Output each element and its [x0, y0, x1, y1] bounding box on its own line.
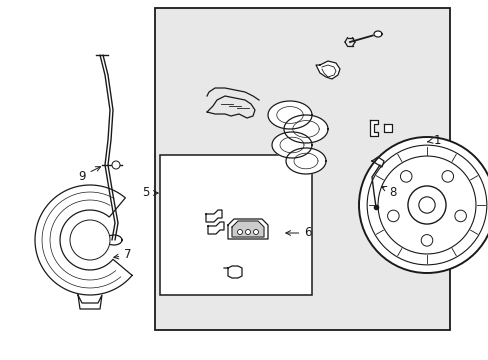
Circle shape [366, 145, 486, 265]
Text: 2: 2 [0, 359, 1, 360]
Bar [155, 8, 449, 330]
Circle shape [407, 186, 445, 224]
Polygon shape [78, 295, 102, 309]
Polygon shape [373, 31, 381, 37]
Circle shape [358, 137, 488, 273]
Polygon shape [284, 115, 327, 143]
Text: 4: 4 [0, 359, 1, 360]
Polygon shape [205, 210, 222, 222]
Polygon shape [96, 51, 108, 59]
Text: 6: 6 [285, 226, 311, 239]
Polygon shape [207, 222, 224, 234]
Circle shape [377, 156, 475, 254]
Circle shape [418, 197, 434, 213]
Bar [160, 155, 311, 295]
Polygon shape [369, 120, 377, 136]
Polygon shape [383, 124, 391, 132]
Text: 3: 3 [0, 359, 1, 360]
Text: 1: 1 [427, 134, 440, 147]
Polygon shape [285, 148, 325, 174]
Polygon shape [35, 185, 132, 295]
Text: 8: 8 [381, 185, 396, 198]
Circle shape [253, 230, 258, 234]
Polygon shape [267, 101, 311, 129]
Circle shape [245, 230, 250, 234]
Circle shape [112, 161, 120, 169]
Circle shape [400, 171, 411, 182]
Polygon shape [371, 157, 383, 167]
Text: 7: 7 [114, 248, 131, 261]
Circle shape [387, 210, 398, 222]
Text: 5: 5 [142, 186, 158, 199]
Circle shape [237, 230, 242, 234]
Polygon shape [106, 235, 122, 245]
Circle shape [441, 171, 453, 182]
Circle shape [70, 220, 110, 260]
Polygon shape [227, 219, 267, 239]
Polygon shape [271, 132, 311, 158]
Polygon shape [231, 221, 264, 237]
Circle shape [420, 235, 432, 246]
Polygon shape [224, 266, 242, 278]
Circle shape [454, 210, 466, 222]
Polygon shape [315, 61, 339, 79]
Text: 9: 9 [78, 167, 101, 183]
